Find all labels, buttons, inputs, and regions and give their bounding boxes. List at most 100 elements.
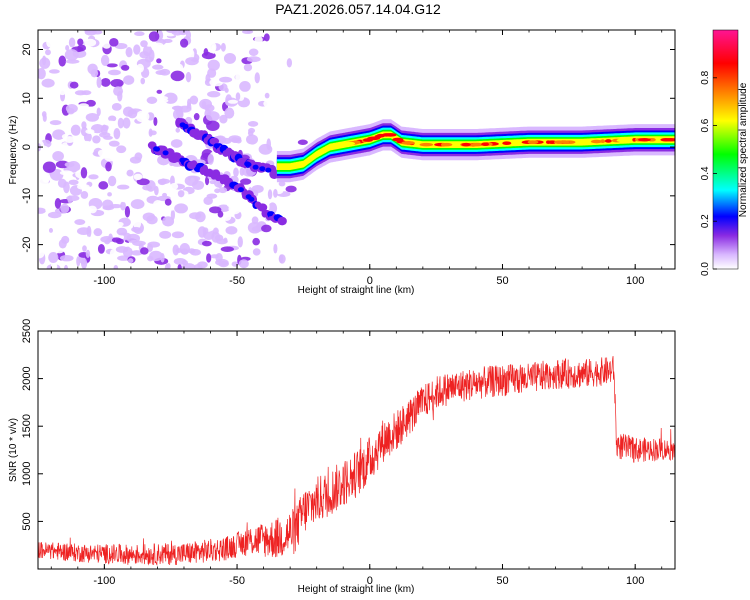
noise-blob: [41, 78, 55, 88]
noise-blob: [214, 98, 221, 110]
noise-blob: [77, 38, 84, 46]
noise-blob: [87, 49, 95, 56]
noise-blob: [273, 243, 278, 254]
y-tick-label: 2000: [21, 366, 33, 390]
noise-blob: [65, 104, 78, 114]
noise-blob: [286, 58, 293, 68]
noise-blob: [116, 227, 128, 236]
noise-blob: [46, 37, 53, 48]
noise-blob: [86, 225, 92, 238]
noise-blob: [77, 30, 86, 38]
noise-blob: [39, 57, 51, 69]
noise-blob: [231, 137, 239, 143]
noise-blob: [108, 140, 120, 147]
noise-blob: [180, 38, 189, 48]
noise-blob: [79, 140, 93, 146]
noise-blob: [172, 244, 180, 256]
noise-blob: [117, 117, 124, 129]
x-tick-label: 0: [367, 575, 373, 587]
noise-blob: [131, 226, 141, 233]
noise-blob: [48, 69, 60, 74]
snr-y-axis-label: SNR (10 * v/v): [8, 418, 19, 482]
ridge-peak: [638, 137, 651, 142]
noise-blob: [266, 138, 271, 151]
noise-blob: [81, 90, 92, 96]
colorbar-gradient: [713, 30, 738, 269]
noise-blob: [38, 207, 46, 214]
noise-blob: [157, 178, 171, 185]
ridge-band: [276, 131, 675, 170]
noise-blob: [221, 212, 232, 221]
noise-blob: [150, 171, 158, 177]
noise-blob: [110, 79, 124, 88]
noise-blob: [139, 158, 153, 171]
x-tick-label: -100: [93, 275, 115, 287]
noise-blob: [240, 178, 252, 185]
noise-blob: [122, 117, 131, 129]
track-core: [213, 143, 220, 149]
noise-blob: [59, 255, 74, 262]
noise-blob: [54, 198, 62, 209]
noise-blob: [127, 258, 134, 264]
noise-blob: [140, 77, 146, 85]
noise-blob: [97, 149, 105, 157]
noise-blob: [96, 76, 102, 89]
noise-blob: [84, 38, 97, 47]
noise-blob: [249, 110, 262, 115]
noise-blob: [48, 252, 59, 263]
noise-blob: [71, 71, 78, 77]
noise-blob: [191, 144, 197, 151]
noise-blob: [156, 58, 162, 64]
noise-blob: [134, 31, 145, 37]
x-tick-label: 50: [496, 275, 508, 287]
noise-blob: [217, 210, 224, 218]
snr-series-line: [38, 356, 675, 566]
track-core: [162, 150, 169, 156]
noise-blob: [209, 206, 222, 214]
noise-blob: [206, 253, 212, 263]
noise-blob: [76, 256, 81, 267]
noise-blob: [63, 181, 70, 194]
noise-blob: [206, 120, 220, 132]
noise-blob: [58, 86, 67, 96]
ridge-peak: [502, 141, 512, 146]
noise-blob: [191, 72, 202, 84]
noise-blob: [204, 176, 210, 186]
noise-blob: [109, 37, 119, 47]
noise-blob: [264, 92, 270, 99]
noise-blob: [136, 63, 144, 73]
noise-blob: [52, 129, 66, 140]
noise-blob: [38, 249, 45, 259]
noise-blob: [74, 219, 86, 225]
noise-blob: [189, 95, 199, 105]
noise-blob: [123, 75, 135, 85]
colorbar-tick-label: 0.2: [700, 214, 711, 228]
ridge-peak: [441, 142, 453, 147]
noise-blob: [239, 33, 253, 38]
y-tick-label: 2500: [21, 319, 33, 343]
noise-blob: [111, 237, 122, 243]
ridge-peak: [553, 140, 565, 144]
noise-blob: [170, 139, 183, 148]
y-tick-label: -20: [21, 237, 33, 253]
noise-blob: [247, 130, 254, 137]
noise-blob: [223, 31, 234, 41]
x-tick-label: -50: [229, 575, 245, 587]
noise-blob: [229, 30, 236, 34]
ridge-peak: [604, 139, 612, 143]
noise-blob: [47, 211, 62, 219]
noise-blob: [150, 42, 164, 47]
noise-blob: [125, 46, 133, 58]
noise-blob: [140, 40, 148, 48]
noise-blob: [38, 177, 49, 186]
noise-blob: [124, 206, 131, 218]
noise-blob: [100, 33, 112, 43]
noise-blob: [237, 236, 243, 248]
noise-blob: [103, 120, 118, 126]
track-blob: [209, 137, 220, 145]
noise-blob: [251, 216, 259, 225]
noise-blob: [177, 190, 185, 198]
noise-blob: [130, 250, 143, 256]
noise-blob: [48, 228, 53, 233]
noise-blob: [89, 247, 95, 255]
